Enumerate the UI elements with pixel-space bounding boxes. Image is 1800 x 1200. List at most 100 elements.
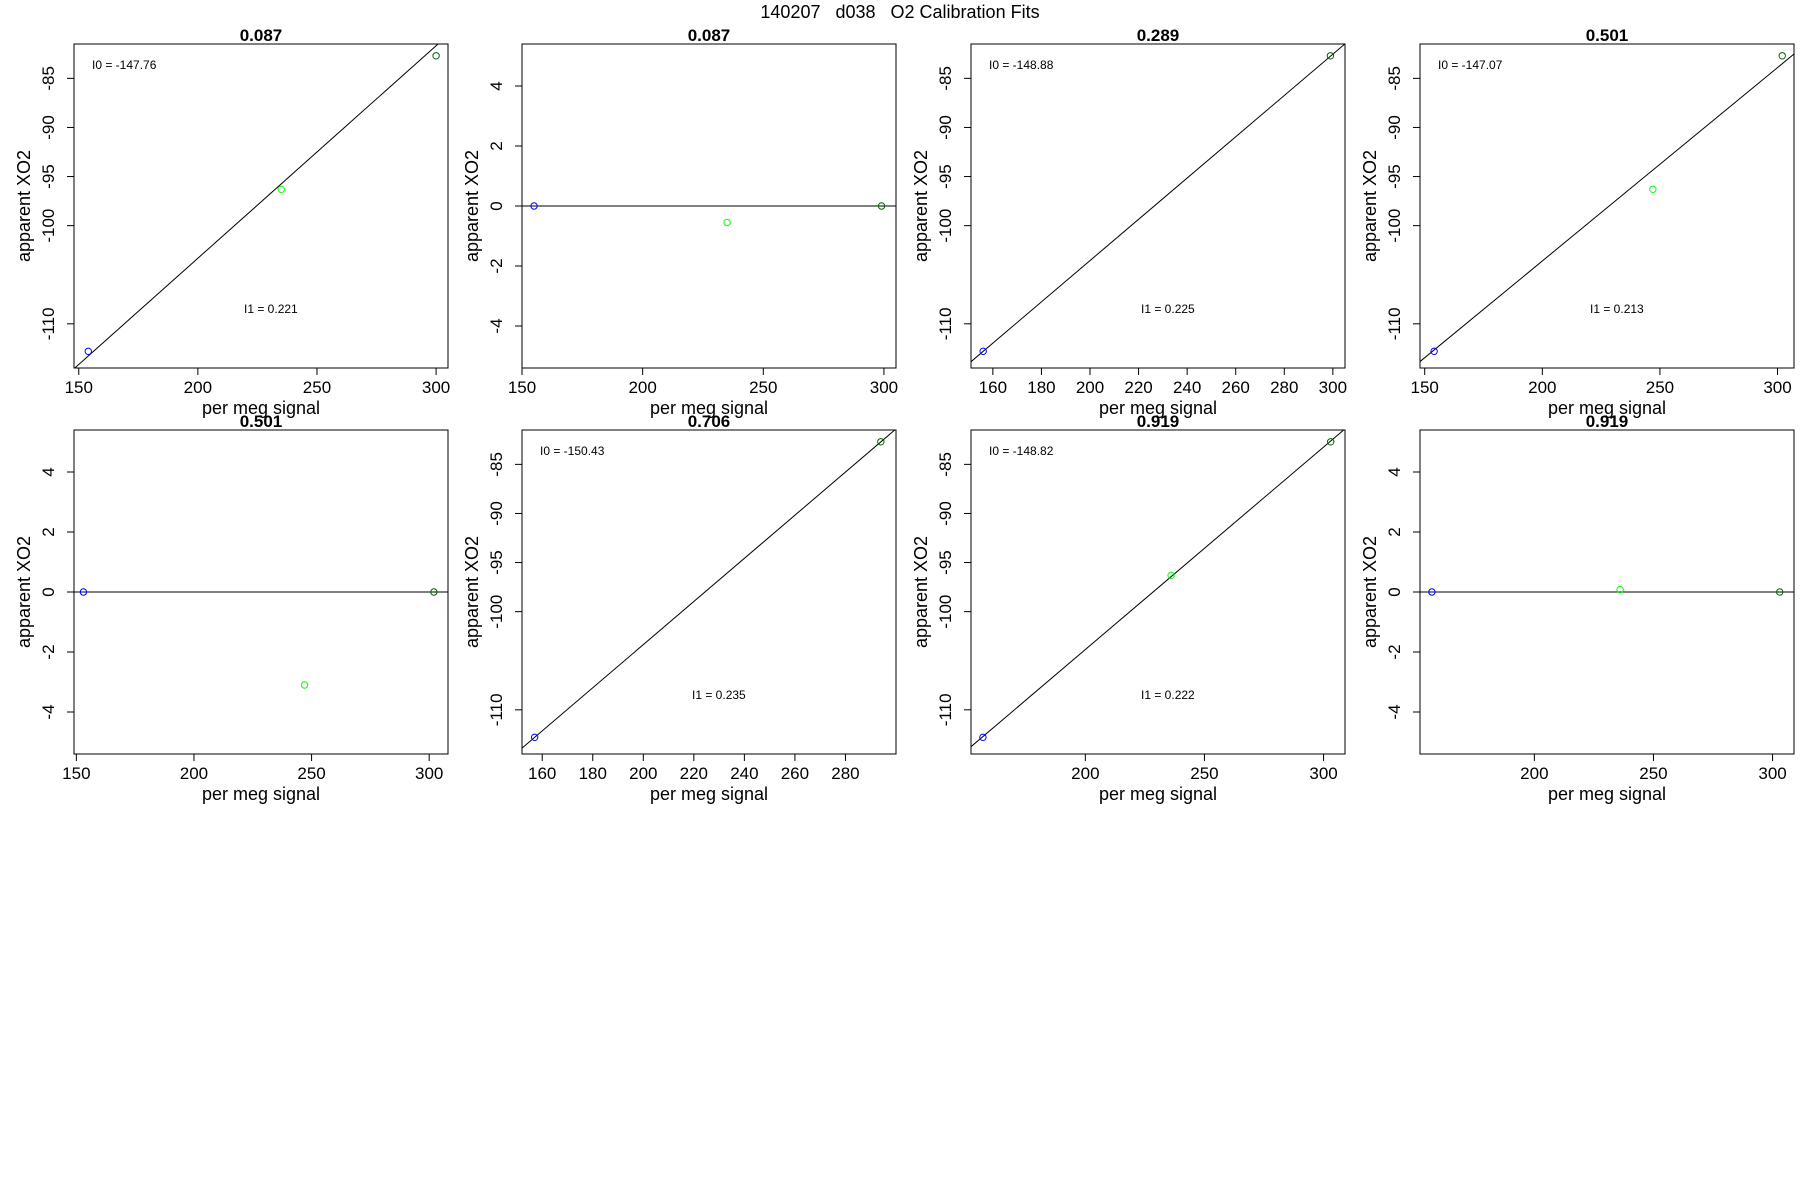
panel-title: 0.919 <box>1586 412 1629 431</box>
x-tick-label: 220 <box>1124 378 1152 397</box>
panel-4: 0.501 150 200 250 300 -85 -90 -95 -100 -110 per me… <box>1360 26 1795 418</box>
x-tick-label: 250 <box>303 378 331 397</box>
y-axis-label: apparent XO2 <box>14 536 34 648</box>
x-tick-label: 300 <box>1309 764 1337 783</box>
y-tick-label: -95 <box>1385 164 1404 189</box>
data-point <box>1430 347 1438 356</box>
y-tick-label: -90 <box>39 115 58 140</box>
x-axis-label: per meg signal <box>650 398 768 418</box>
x-tick-label: 300 <box>870 378 898 397</box>
y-axis-label: apparent XO2 <box>911 150 931 262</box>
x-tick-label: 160 <box>528 764 556 783</box>
data-point <box>979 733 987 742</box>
y-tick-label: 0 <box>487 201 506 210</box>
panel-7: 0.919 200 250 300 -85 -90 -95 -100 -110 per meg s… <box>911 412 1346 804</box>
panel-title: 0.289 <box>1137 26 1180 45</box>
data-point <box>1326 52 1335 60</box>
panel-8: 0.919 200 250 300 4 2 0 -2 -4 per meg signal appar… <box>1360 412 1795 804</box>
y-tick-label: -2 <box>1385 644 1404 659</box>
x-tick-label: 300 <box>422 378 450 397</box>
y-axis-label: apparent XO2 <box>462 150 482 262</box>
fit-line <box>74 44 439 368</box>
plot-frame <box>970 429 1346 755</box>
y-tick-label: 4 <box>487 81 506 90</box>
x-axis-label: per meg signal <box>202 784 320 804</box>
y-axis-label: apparent XO2 <box>14 150 34 262</box>
x-tick-label: 160 <box>979 378 1007 397</box>
x-tick-label: 200 <box>1076 378 1104 397</box>
x-tick-label: 150 <box>65 378 93 397</box>
x-tick-label: 250 <box>297 764 325 783</box>
y-axis-label: apparent XO2 <box>911 536 931 648</box>
plot-frame <box>1419 43 1795 369</box>
y-tick-label: -85 <box>39 66 58 91</box>
x-tick-label: 240 <box>1173 378 1201 397</box>
y-tick-label: 2 <box>39 527 58 536</box>
fit-line <box>971 44 1345 363</box>
fit-line <box>522 430 896 749</box>
x-tick-label: 200 <box>184 378 212 397</box>
slope-annotation: I1 = 0.222 <box>1141 688 1195 702</box>
plot-frame <box>970 43 1346 369</box>
x-tick-label: 280 <box>1270 378 1298 397</box>
y-tick-label: -110 <box>1385 307 1404 340</box>
x-tick-label: 240 <box>730 764 758 783</box>
y-tick-label: -110 <box>39 307 58 340</box>
panel-title: 0.706 <box>688 412 731 431</box>
x-tick-label: 150 <box>62 764 90 783</box>
data-point <box>530 733 539 742</box>
data-point <box>277 185 285 194</box>
y-tick-label: -100 <box>39 209 58 243</box>
x-axis-label: per meg signal <box>1099 784 1217 804</box>
data-point <box>300 681 309 689</box>
y-tick-label: -85 <box>1385 66 1404 91</box>
x-tick-label: 200 <box>180 764 208 783</box>
fit-line <box>1420 53 1794 362</box>
x-tick-label: 200 <box>1071 764 1099 783</box>
y-tick-label: -95 <box>487 550 506 575</box>
y-tick-label: -95 <box>936 550 955 575</box>
data-point <box>1649 185 1657 194</box>
plot-frame <box>521 429 897 755</box>
x-tick-label: 180 <box>579 764 607 783</box>
y-tick-label: -110 <box>936 693 955 726</box>
x-tick-label: 250 <box>1646 378 1674 397</box>
x-tick-label: 220 <box>680 764 708 783</box>
y-tick-label: 4 <box>39 467 58 476</box>
x-axis-label: per meg signal <box>1099 398 1217 418</box>
data-point <box>877 438 885 446</box>
data-point <box>432 52 440 60</box>
slope-annotation: I1 = 0.221 <box>244 302 298 316</box>
y-tick-label: -2 <box>39 644 58 659</box>
x-axis-label: per meg signal <box>1548 784 1666 804</box>
intercept-annotation: I0 = -148.82 <box>989 444 1054 458</box>
y-tick-label: 2 <box>487 141 506 150</box>
data-point <box>1167 571 1175 580</box>
data-point <box>430 588 438 596</box>
y-tick-label: -85 <box>487 452 506 477</box>
y-tick-label: -90 <box>1385 115 1404 140</box>
y-tick-label: 2 <box>1385 527 1404 536</box>
x-tick-label: 300 <box>1758 764 1786 783</box>
data-point <box>723 218 731 227</box>
y-tick-label: -85 <box>936 66 955 91</box>
x-tick-label: 300 <box>415 764 443 783</box>
y-tick-label: -100 <box>487 595 506 629</box>
slope-annotation: I1 = 0.213 <box>1590 302 1644 316</box>
y-axis-label: apparent XO2 <box>462 536 482 648</box>
y-tick-label: -110 <box>936 307 955 340</box>
y-tick-label: -95 <box>936 164 955 189</box>
x-tick-label: 150 <box>508 378 536 397</box>
data-point <box>1776 588 1784 596</box>
y-tick-label: -90 <box>487 501 506 526</box>
x-tick-label: 260 <box>781 764 809 783</box>
x-tick-label: 250 <box>1639 764 1667 783</box>
y-tick-label: -95 <box>39 164 58 189</box>
fit-line <box>971 430 1345 748</box>
intercept-annotation: I0 = -147.76 <box>92 58 157 72</box>
slope-annotation: I1 = 0.235 <box>692 688 746 702</box>
panel-title: 0.501 <box>240 412 283 431</box>
data-point <box>979 347 987 356</box>
panel-title: 0.501 <box>1586 26 1629 45</box>
